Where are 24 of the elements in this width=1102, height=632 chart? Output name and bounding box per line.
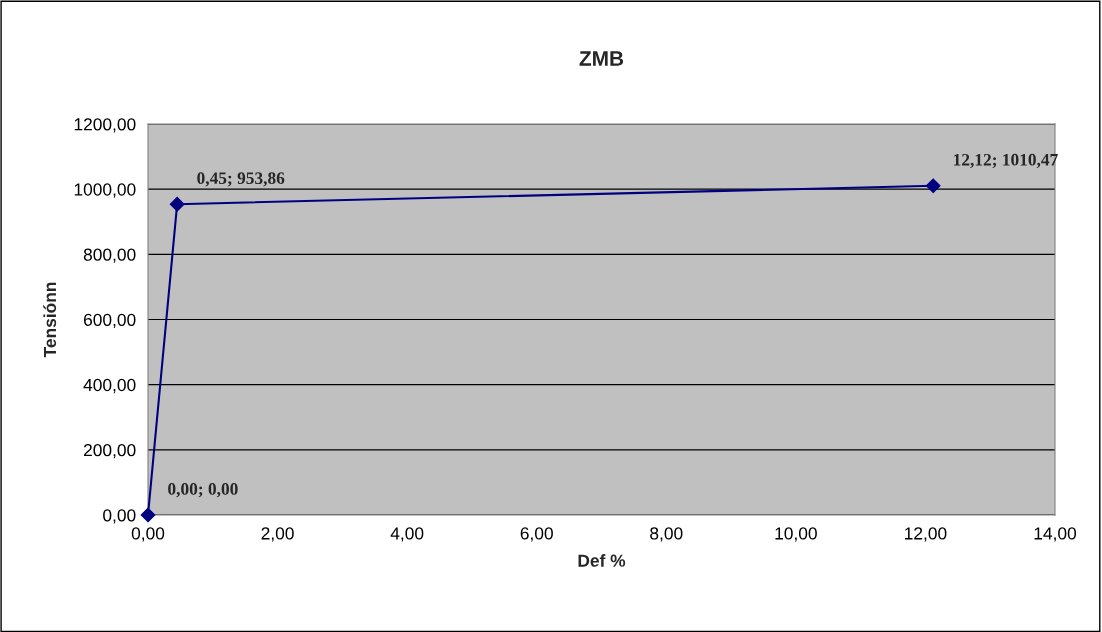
x-axis-title: Def % — [578, 554, 626, 567]
x-tick-label: 8,00 — [650, 527, 683, 542]
point — [140, 507, 156, 523]
y-tick-label: 200,00 — [83, 444, 136, 459]
y-axis-title: Tensiónn — [43, 282, 57, 358]
x-tick-label: 6,00 — [520, 527, 553, 542]
x-tick-label: 10,00 — [775, 527, 817, 542]
x-tick-label: 12,00 — [905, 527, 947, 542]
y-tick-label: 0,00 — [103, 509, 136, 524]
y-tick-label: 1000,00 — [74, 183, 136, 198]
x-tick-label: 4,00 — [390, 527, 424, 542]
y-tick-label: 800,00 — [83, 248, 136, 263]
x-tick-label: 2,00 — [261, 527, 294, 542]
y-tick-label: 1200,00 — [74, 118, 136, 133]
y-tick-label: 600,00 — [83, 313, 136, 329]
x-tick-label: 14,00 — [1034, 527, 1077, 542]
y-tick-label: 400,00 — [83, 378, 136, 394]
data-label: 0,00; 0,00 — [168, 483, 238, 498]
data-label: 12,12; 1010,47 — [954, 153, 1058, 169]
data-label: 0,45; 953,86 — [197, 172, 285, 187]
chart-title: ZMB — [579, 51, 624, 66]
x-tick-label: 0,00 — [131, 527, 165, 542]
point — [925, 178, 941, 194]
point — [169, 196, 185, 212]
